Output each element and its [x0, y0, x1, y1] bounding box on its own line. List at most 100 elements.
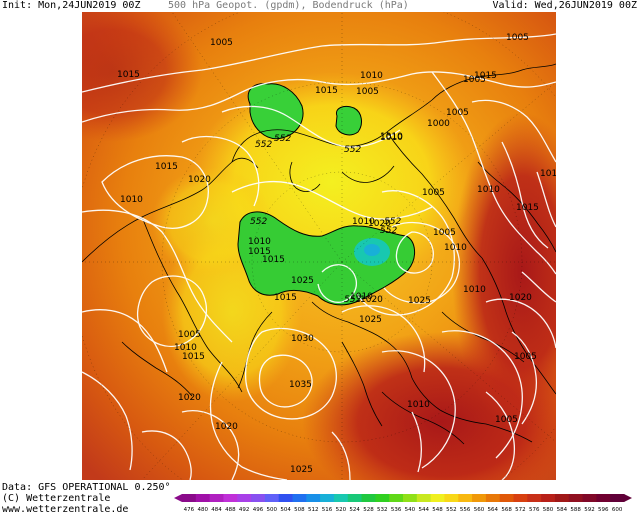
colorbar-swatch: [499, 494, 514, 502]
colorbar-tick-label: 572: [515, 507, 526, 513]
color-scale-bar: 476 480 484 488 492 496 500 504 508 512 516 520 524 5…: [174, 494, 632, 513]
colorbar-swatch: [306, 494, 321, 502]
isobar-label: 1010: [120, 195, 143, 205]
isobar-label: 1010: [407, 400, 430, 410]
isobar-label: 1005: [210, 38, 233, 48]
isobar-label: 1020: [188, 175, 211, 185]
colorbar-tick-label: 512: [308, 507, 319, 513]
colorbar-arrow-left: [174, 494, 182, 502]
colorbar-swatch: [195, 494, 211, 502]
colorbar-tick-label: 508: [294, 507, 305, 513]
isobar-label: 1025: [408, 296, 431, 306]
low-pressure-area-green: [237, 211, 415, 306]
isobar-label: 1015: [274, 293, 297, 303]
colorbar-swatch: [375, 494, 390, 502]
weather-map: 1005 1015 1015 1010 1005 1010 1005 1015 1005 1005…: [82, 12, 556, 480]
colorbar-swatch: [458, 494, 473, 502]
geopotential-label: 552: [274, 134, 291, 144]
colorbar-tick-label: 492: [239, 507, 250, 513]
copyright-label: (C) Wetterzentrale: [2, 493, 111, 504]
colorbar-tick-label: 596: [598, 507, 609, 513]
colorbar-swatch: [333, 494, 349, 502]
geopotential-label: 552: [344, 295, 361, 305]
colorbar-tick-label: 520: [336, 507, 347, 513]
colorbar-tick-label: 496: [253, 507, 264, 513]
colorbar-swatch: [472, 494, 487, 502]
deep-low-core: [364, 244, 380, 256]
isobar-label: 1015: [182, 352, 205, 362]
colorbar-tick-label: 560: [474, 507, 485, 513]
colorbar-swatch: [278, 494, 293, 502]
isobar-label: 1015: [516, 203, 539, 213]
isobar-label: 1020: [360, 295, 383, 305]
colorbar-tick-label: 500: [267, 507, 278, 513]
colorbar-swatch: [403, 494, 418, 502]
data-source-label: Data: GFS OPERATIONAL 0.250°: [2, 482, 171, 493]
init-time-label: Init: Mon,24JUN2019 00Z: [2, 0, 141, 11]
isobar-label: 1010: [477, 185, 500, 195]
colorbar-tick-label: 580: [543, 507, 554, 513]
isobar-label: 1005: [514, 352, 537, 362]
geopotential-label: 552: [250, 217, 267, 227]
colorbar-tick-label: 600: [612, 507, 623, 513]
colorbar-swatch: [292, 494, 307, 502]
isobar-label: 1005: [178, 330, 201, 340]
colorbar-tick-label: 532: [377, 507, 388, 513]
colorbar-swatch: [264, 494, 280, 502]
colorbar-swatch: [554, 494, 570, 502]
colorbar-tick-label: 588: [570, 507, 581, 513]
valid-time-label: Valid: Wed,26JUN2019 00Z: [492, 0, 638, 11]
isobar-label: 1015: [315, 86, 338, 96]
isobar-label: 1005: [446, 108, 469, 118]
colorbar-tick-label: 568: [501, 507, 512, 513]
colorbar-tick-label: 524: [349, 507, 360, 513]
colorbar-swatch: [223, 494, 238, 502]
isobar-label: 1005: [356, 87, 379, 97]
colorbar-swatch: [527, 494, 542, 502]
isobar-label: 1010: [463, 285, 486, 295]
colorbar-swatch: [582, 494, 597, 502]
colorbar-swatch: [610, 494, 625, 502]
geopotential-label: 552: [344, 145, 361, 155]
colorbar-swatch: [209, 494, 224, 502]
isobar-label: 1010: [352, 217, 375, 227]
geopotential-label: 552: [384, 217, 401, 227]
website-url: www.wetterzentrale.de: [2, 504, 129, 515]
colorbar-swatch: [596, 494, 611, 502]
isobar-label: 1000: [427, 119, 450, 129]
isobar-label: 1020: [215, 422, 238, 432]
colorbar-swatch: [444, 494, 459, 502]
isobars: [82, 33, 556, 480]
map-title: 500 hPa Geopot. (gpdm), Bodendruck (hPa): [168, 0, 409, 11]
isobar-labels: 1005101510151010100510101005101510051005…: [117, 33, 556, 475]
isobar-label: 1010: [174, 343, 197, 353]
colorbar-arrow-right: [624, 494, 632, 502]
colorbar-tick-label: 516: [322, 507, 333, 513]
isobar-label: 1010: [380, 133, 403, 143]
colorbar-swatch: [389, 494, 404, 502]
colorbar-swatch: [513, 494, 528, 502]
colorbar-swatch: [568, 494, 584, 502]
isobar-label: 1020: [368, 219, 391, 229]
colorbar-tick-label: 484: [211, 507, 222, 513]
geopotential-label: 552: [255, 140, 272, 150]
isobar-label: 1015: [540, 169, 556, 179]
colorbar-swatch: [347, 494, 363, 502]
colorbar-tick-label: 536: [391, 507, 402, 513]
geopotential-label: 552: [380, 226, 397, 236]
isobar-label: 1020: [509, 293, 532, 303]
colorbar-swatch: [485, 494, 501, 502]
colorbar-swatch: [361, 494, 376, 502]
colorbar-tick-label: 488: [225, 507, 236, 513]
isobar-label: 1005: [463, 75, 486, 85]
isobar-label: 1010: [350, 292, 373, 302]
isobar-label: 1010: [248, 237, 271, 247]
colorbar-swatch: [251, 494, 266, 502]
colorbar-tick-label: 564: [488, 507, 499, 513]
colorbar-tick-label: 548: [432, 507, 443, 513]
isobar-label: 1010: [360, 71, 383, 81]
isobar-label: 1005: [506, 33, 529, 43]
isobar-label: 1005: [422, 188, 445, 198]
isobar-label: 1025: [359, 315, 382, 325]
isobar-label: 1015: [117, 70, 140, 80]
